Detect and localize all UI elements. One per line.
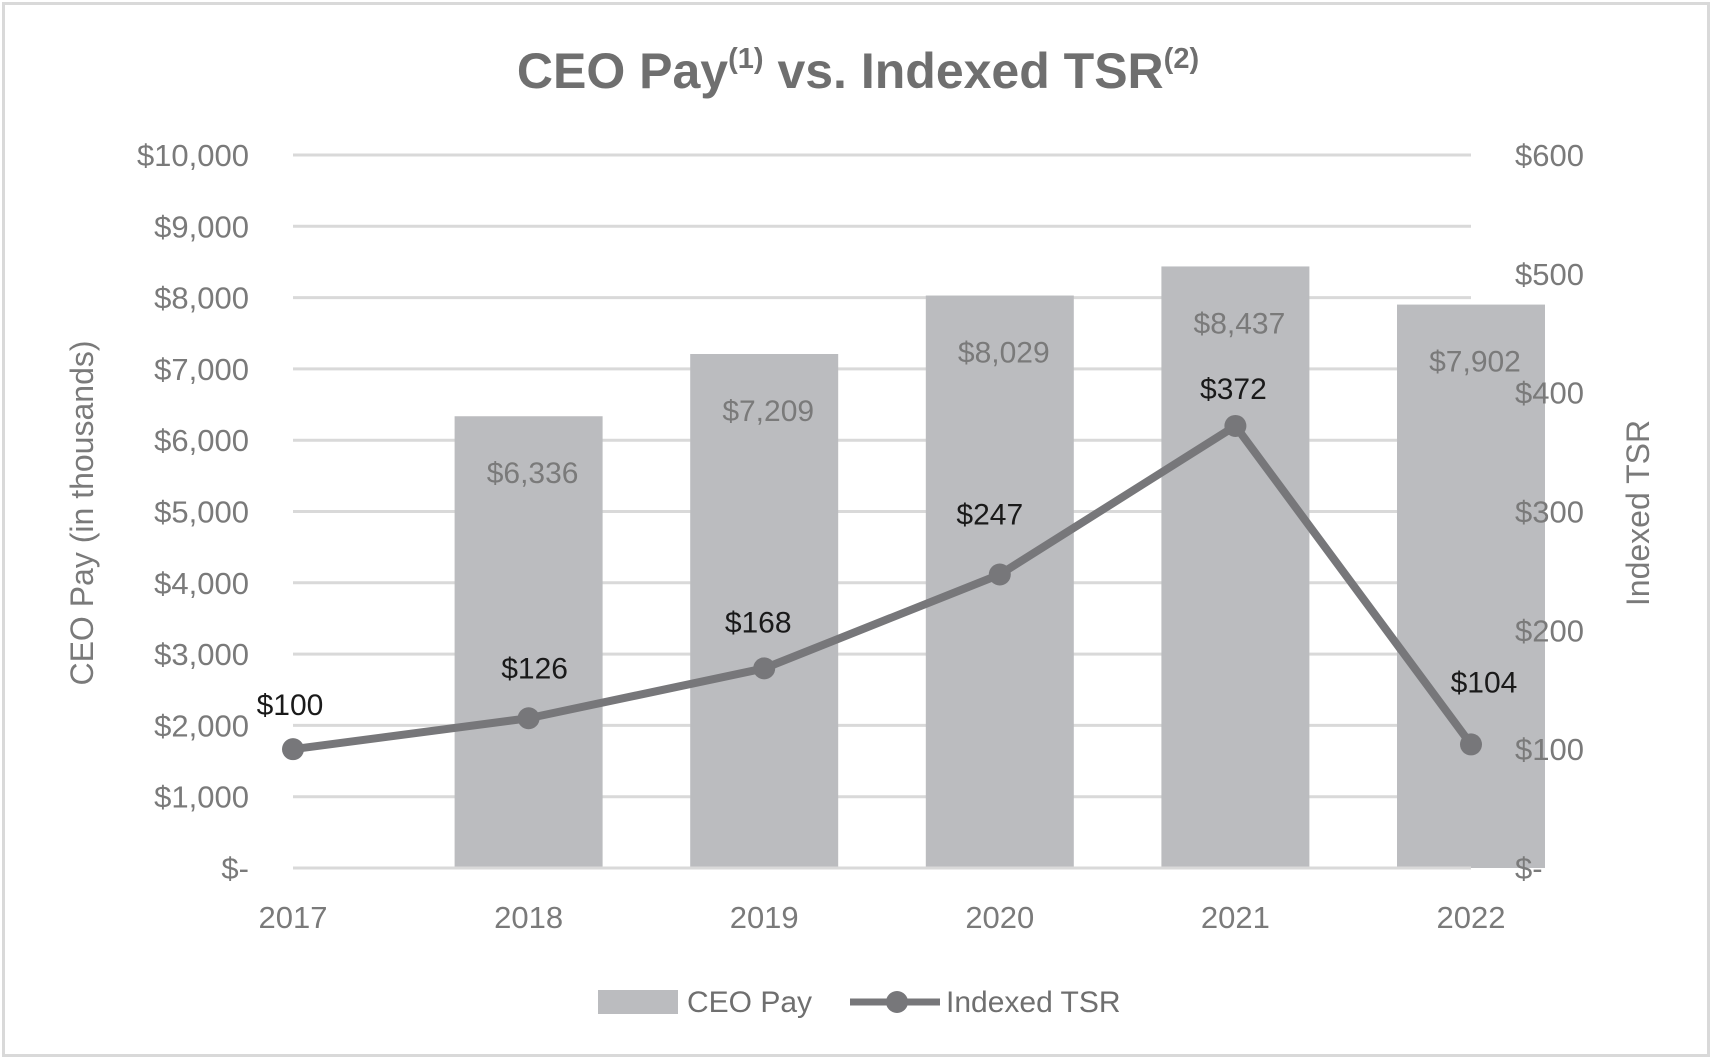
right-tick-label: $100 (1515, 732, 1584, 767)
legend-marker-indexed-tsr (886, 991, 908, 1013)
legend-label-ceo-pay: CEO Pay (687, 986, 812, 1019)
axes: $- $1,000 $2,000 $3,000 $4,000 $5,000 $6,000 $7… (137, 138, 1584, 935)
chart-title: CEO Pay(1) vs. Indexed TSR(2) (517, 43, 1199, 99)
x-tick-label: 2019 (730, 900, 799, 935)
tsr-marker (1224, 414, 1247, 437)
left-axis-title: CEO Pay (in thousands) (64, 340, 100, 685)
x-tick-label: 2017 (259, 900, 328, 935)
tsr-value-label: $104 (1451, 666, 1518, 699)
left-tick-label: $3,000 (154, 637, 249, 672)
tsr-marker (517, 707, 540, 730)
right-tick-label: $500 (1515, 257, 1584, 292)
right-axis-title: Indexed TSR (1620, 420, 1656, 606)
bar-value-label: $7,902 (1429, 346, 1521, 379)
x-tick-label: 2021 (1201, 900, 1270, 935)
tsr-marker (282, 738, 304, 761)
tsr-value-label: $372 (1200, 373, 1267, 406)
left-tick-label: $- (221, 851, 249, 886)
tsr-marker (1460, 733, 1482, 756)
left-tick-label: $9,000 (154, 209, 249, 244)
legend-label-indexed-tsr: Indexed TSR (946, 986, 1121, 1019)
left-tick-label: $6,000 (154, 423, 249, 458)
right-tick-label: $200 (1515, 613, 1584, 648)
tsr-value-label: $100 (257, 689, 324, 722)
bar-value-label: $6,336 (487, 457, 579, 490)
x-tick-label: 2018 (494, 900, 563, 935)
right-tick-label: $400 (1515, 376, 1584, 411)
bar-value-label: $8,437 (1194, 307, 1286, 340)
data-labels: $6,336 $7,209 $8,029 $8,437 $7,902 $100 $126 $1… (257, 307, 1521, 722)
bar-ceo-pay (454, 416, 603, 868)
bar-value-label: $7,209 (722, 395, 814, 428)
legend: CEO Pay Indexed TSR (598, 986, 1121, 1019)
right-tick-label: $- (1515, 851, 1543, 886)
right-tick-label: $600 (1515, 138, 1584, 173)
left-tick-label: $4,000 (154, 566, 249, 601)
bar-ceo-pay (1397, 304, 1545, 868)
x-tick-label: 2020 (965, 900, 1034, 935)
tsr-value-label: $126 (501, 652, 568, 685)
x-tick-label: 2022 (1437, 900, 1506, 935)
left-tick-label: $8,000 (154, 281, 249, 316)
tsr-value-label: $247 (956, 498, 1023, 531)
tsr-line (292, 421, 1475, 754)
bar-value-label: $8,029 (958, 337, 1050, 370)
left-tick-label: $7,000 (154, 352, 249, 387)
left-tick-label: $1,000 (154, 780, 249, 815)
legend-swatch-ceo-pay (598, 990, 678, 1014)
tsr-marker (988, 563, 1011, 586)
tsr-marker (753, 657, 776, 680)
left-tick-label: $5,000 (154, 495, 249, 530)
left-tick-label: $2,000 (154, 708, 249, 743)
right-tick-label: $300 (1515, 495, 1584, 530)
left-tick-label: $10,000 (137, 138, 249, 173)
bar-ceo-pay (690, 353, 839, 868)
tsr-line-group (282, 414, 1482, 761)
bar-ceo-pay (1161, 266, 1310, 868)
tsr-value-label: $168 (725, 606, 792, 639)
